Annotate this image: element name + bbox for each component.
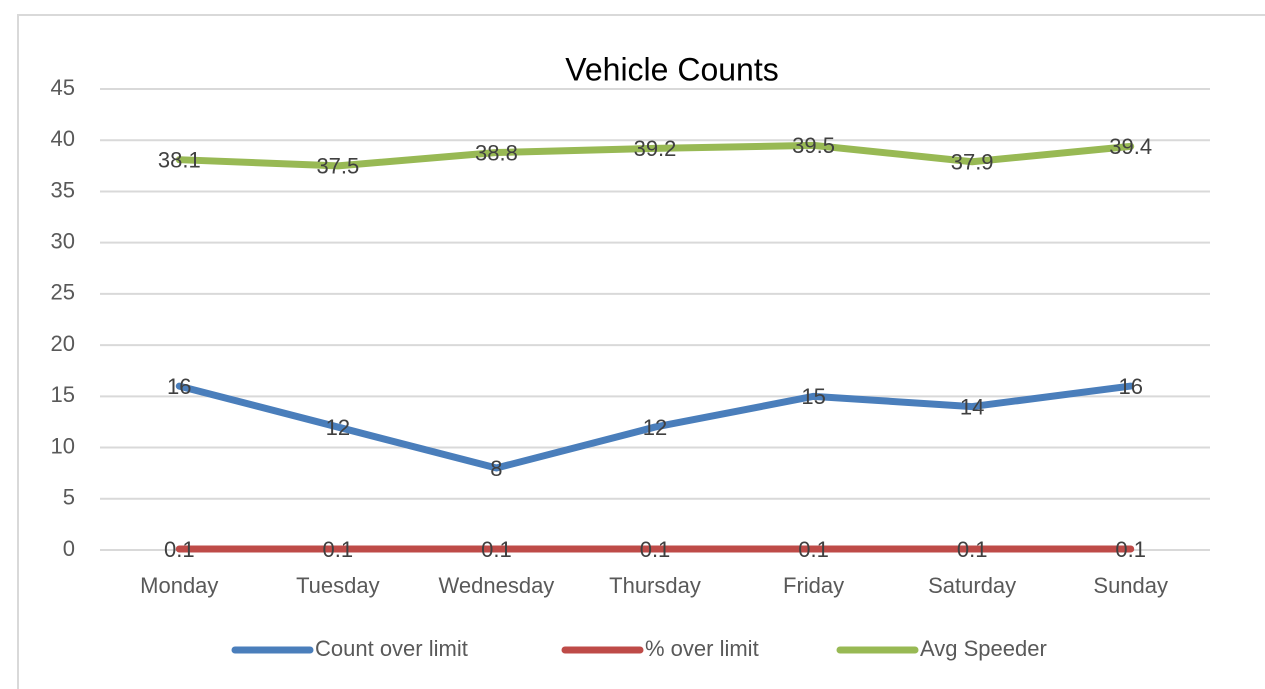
data-label: 0.1 (640, 537, 671, 562)
data-label: 12 (643, 415, 667, 440)
chart-title: Vehicle Counts (565, 51, 778, 87)
y-tick-label: 25 (51, 280, 75, 305)
x-tick-label: Sunday (1093, 573, 1168, 598)
data-label: 12 (326, 415, 350, 440)
x-tick-label: Saturday (928, 573, 1016, 598)
x-tick-label: Thursday (609, 573, 701, 598)
y-tick-label: 20 (51, 331, 75, 356)
data-label: 16 (167, 374, 191, 399)
series-line (175, 141, 1135, 170)
data-label: 8 (490, 456, 502, 481)
y-tick-label: 10 (51, 433, 75, 458)
data-label: 0.1 (164, 537, 195, 562)
data-label: 15 (801, 384, 825, 409)
y-tick-label: 30 (51, 228, 75, 253)
data-label: 39.2 (634, 136, 677, 161)
x-tick-label: Monday (140, 573, 218, 598)
y-tick-label: 35 (51, 177, 75, 202)
y-tick-label: 5 (63, 485, 75, 510)
chart-border (17, 14, 1265, 689)
x-tick-label: Tuesday (296, 573, 380, 598)
data-label: 16 (1118, 374, 1142, 399)
x-tick-label: Wednesday (439, 573, 555, 598)
y-tick-label: 40 (51, 126, 75, 151)
data-label: 39.4 (1109, 134, 1152, 159)
data-label: 0.1 (798, 537, 829, 562)
data-label: 0.1 (481, 537, 512, 562)
x-tick-label: Friday (783, 573, 844, 598)
legend-label: Avg Speeder (920, 636, 1047, 661)
data-label: 39.5 (792, 133, 835, 158)
data-label: 0.1 (1115, 537, 1146, 562)
data-label: 37.5 (316, 154, 359, 179)
y-tick-label: 0 (63, 536, 75, 561)
data-label: 0.1 (323, 537, 354, 562)
data-label: 38.1 (158, 147, 201, 172)
data-label: 0.1 (957, 537, 988, 562)
y-tick-label: 45 (51, 75, 75, 100)
data-label: 38.8 (475, 140, 518, 165)
legend-label: % over limit (645, 636, 759, 661)
data-label: 37.9 (951, 150, 994, 175)
series-line (175, 382, 1135, 472)
data-label: 14 (960, 394, 984, 419)
y-tick-label: 15 (51, 382, 75, 407)
legend-label: Count over limit (315, 636, 468, 661)
